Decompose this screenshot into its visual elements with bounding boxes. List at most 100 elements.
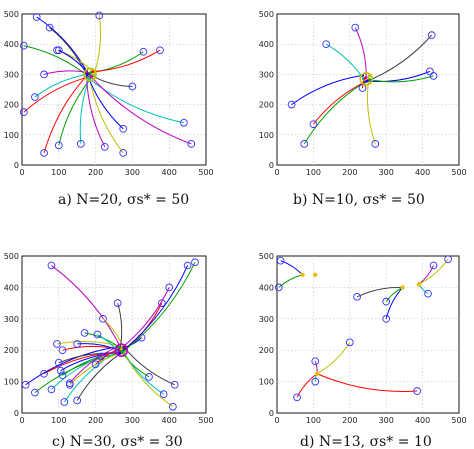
start-marker-a: [139, 47, 148, 56]
trajectory-c: [69, 346, 119, 384]
start-marker-c: [97, 352, 105, 361]
caption-c: c) N=30, σs* = 30: [52, 434, 183, 449]
start-marker-a: [45, 23, 54, 32]
x-tick-label-d: 400: [415, 416, 430, 425]
trajectory-c: [25, 346, 118, 386]
trajectory-a: [36, 16, 88, 72]
end-point-b: [368, 78, 372, 82]
x-tick-label-a: 200: [88, 168, 103, 177]
start-marker-c: [65, 380, 74, 389]
end-point-c: [122, 346, 126, 349]
end-point-c: [120, 350, 124, 354]
end-point-a: [85, 73, 89, 76]
start-marker-c: [183, 261, 192, 270]
y-tick-label-b: 200: [259, 101, 274, 110]
end-point-a: [92, 73, 95, 77]
start-marker-c: [73, 340, 82, 348]
y-tick-label-b: 500: [259, 10, 274, 19]
y-tick-label-b: 0: [269, 161, 274, 170]
start-marker-c: [47, 385, 56, 394]
trajectory-b: [366, 70, 431, 82]
start-marker-a: [128, 82, 137, 91]
x-tick-label-c: 500: [198, 416, 213, 425]
end-point-a: [91, 70, 95, 73]
start-marker-a: [119, 149, 128, 157]
start-marker-b: [287, 100, 296, 109]
y-tick-label-c: 200: [4, 346, 19, 355]
start-marker-a: [119, 124, 128, 133]
end-point-a: [86, 76, 90, 80]
start-marker-c: [170, 380, 179, 389]
plot-area-a: [21, 13, 207, 166]
x-tick-label-c: 100: [51, 416, 66, 425]
x-tick-label-c: 300: [125, 416, 140, 425]
trajectory-c: [123, 347, 175, 386]
trajectory-a: [43, 73, 90, 154]
y-tick-label-a: 300: [4, 70, 19, 79]
trajectory-a: [92, 49, 161, 73]
end-point-b: [365, 79, 369, 83]
start-marker-c: [53, 340, 61, 348]
start-marker-a: [54, 46, 63, 55]
start-marker-c: [93, 330, 102, 339]
end-point-b: [367, 74, 371, 78]
start-marker-a: [54, 141, 63, 150]
start-marker-c: [157, 299, 166, 307]
trajectory-d: [280, 260, 303, 276]
y-tick-label-a: 0: [14, 161, 19, 170]
trajectory-a: [34, 73, 88, 98]
start-marker-c: [91, 360, 100, 369]
meeting-point-d: [300, 272, 305, 278]
y-tick-label-d: 200: [259, 346, 274, 355]
start-marker-d: [382, 314, 391, 323]
start-marker-d: [274, 283, 283, 292]
y-tick-label-d: 100: [259, 378, 274, 387]
x-tick-label-c: 200: [88, 416, 103, 425]
start-marker-d: [413, 387, 421, 395]
x-tick-label-d: 200: [342, 416, 357, 425]
x-tick-label-d: 100: [306, 416, 321, 425]
panel-d: 0 100 200 300 400 500 0 100 200 300 400 500: [259, 252, 467, 425]
x-tick-label-a: 100: [51, 168, 66, 177]
end-point-b: [363, 76, 367, 80]
cluster-ring-a: [83, 67, 97, 82]
x-tick-label-d: 0: [274, 416, 279, 425]
y-tick-label-c: 500: [4, 252, 19, 261]
start-marker-c: [73, 396, 82, 405]
y-tick-label-c: 0: [14, 409, 19, 418]
start-marker-d: [429, 261, 438, 270]
start-marker-c: [113, 299, 122, 307]
trajectory-c: [123, 351, 164, 395]
y-tick-label-d: 300: [259, 315, 274, 324]
y-tick-label-d: 400: [259, 283, 274, 292]
start-marker-b: [427, 31, 436, 39]
x-tick-label-d: 500: [451, 416, 466, 425]
caption-b: b) N=10, σs* = 50: [293, 192, 425, 208]
trajectory-a: [87, 77, 185, 124]
caption-d: d) N=13, σs* = 10: [300, 434, 432, 449]
y-tick-label-a: 100: [4, 131, 19, 140]
start-marker-a: [187, 140, 196, 148]
start-marker-c: [58, 346, 67, 355]
cluster-ring-c: [114, 343, 129, 358]
x-tick-label-b: 300: [379, 168, 394, 177]
trajectory-a: [88, 77, 124, 154]
start-marker-b: [309, 120, 318, 129]
trajectory-c: [121, 262, 196, 353]
start-marker-a: [180, 118, 188, 127]
trajectory-b: [291, 74, 363, 106]
start-marker-b: [300, 140, 309, 148]
x-tick-label-d: 300: [379, 416, 394, 425]
trajectory-a: [49, 27, 89, 79]
meeting-point-d: [313, 272, 318, 278]
start-marker-a: [53, 46, 61, 55]
trajectory-b: [369, 75, 434, 83]
end-point-a: [88, 71, 92, 75]
end-point-a: [89, 75, 93, 78]
start-marker-a: [77, 140, 85, 148]
y-tick-label-c: 100: [4, 378, 19, 387]
trajectory-c: [97, 334, 120, 354]
y-tick-label-d: 0: [269, 409, 274, 418]
start-marker-a: [19, 41, 28, 50]
